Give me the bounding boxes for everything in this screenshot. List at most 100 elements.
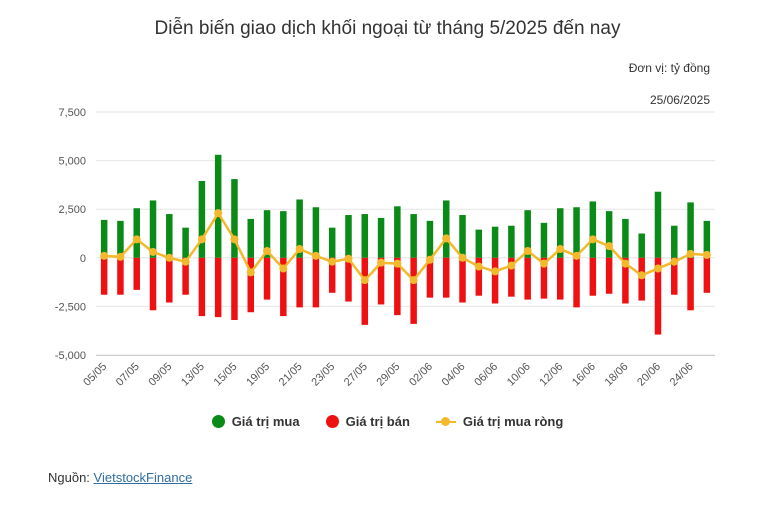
buy-bar xyxy=(296,199,303,258)
buy-bar xyxy=(410,214,417,258)
x-tick-label: 06/06 xyxy=(472,361,500,389)
net-point xyxy=(458,253,467,262)
sell-bar xyxy=(442,257,450,298)
source-prefix: Nguồn: xyxy=(48,470,94,485)
net-point xyxy=(507,261,516,270)
buy-bar xyxy=(312,207,320,258)
sell-bar xyxy=(622,257,629,304)
x-tick-label: 19/05 xyxy=(244,361,272,389)
net-point xyxy=(556,245,565,254)
net-point xyxy=(295,245,304,254)
legend-sell-label: Giá trị bán xyxy=(345,414,410,429)
y-tick-label: 7,500 xyxy=(58,107,86,119)
y-axis-ticks: -5,000 -2,500 0 2,500 5,000 7,500 xyxy=(55,107,86,362)
buy-bar xyxy=(605,211,613,258)
sell-bar xyxy=(100,257,108,295)
net-point xyxy=(572,251,581,260)
buy-bar xyxy=(280,211,287,258)
sell-bar xyxy=(687,257,694,311)
grid-lines xyxy=(96,111,715,356)
x-tick-label: 13/05 xyxy=(179,361,207,389)
net-point xyxy=(621,259,630,268)
net-point xyxy=(132,235,141,244)
sell-bar xyxy=(280,257,287,317)
sell-bar xyxy=(312,257,320,308)
sell-bar xyxy=(557,257,564,300)
buy-bar xyxy=(442,200,450,258)
net-point xyxy=(279,264,288,273)
date-label: 25/06/2025 xyxy=(649,93,710,107)
sell-bar xyxy=(671,257,678,295)
sell-bar xyxy=(377,257,385,305)
buy-bar xyxy=(100,219,108,258)
net-point xyxy=(311,251,320,260)
x-tick-label: 07/05 xyxy=(114,361,142,389)
x-axis-ticks: 05/05 07/05 09/05 13/05 15/05 19/05 21/05 23/05… xyxy=(81,361,695,389)
buy-bar xyxy=(328,227,336,258)
net-point xyxy=(165,253,174,262)
net-point xyxy=(246,268,255,277)
buy-bar xyxy=(524,210,531,258)
buy-bar xyxy=(345,215,352,258)
buy-bar xyxy=(557,208,564,258)
buy-bar xyxy=(117,220,124,258)
sell-bar xyxy=(345,257,352,302)
buy-bar xyxy=(540,222,548,258)
x-tick-label: 20/06 xyxy=(635,361,663,389)
buy-bar xyxy=(182,227,189,258)
legend-item-net[interactable]: Giá trị mua ròng xyxy=(435,414,564,429)
x-tick-label: 04/06 xyxy=(440,361,468,389)
sell-bar xyxy=(524,257,531,300)
sell-bar xyxy=(182,257,189,295)
x-tick-label: 29/05 xyxy=(375,361,403,389)
x-tick-label: 10/06 xyxy=(505,361,533,389)
sell-bar xyxy=(231,257,238,321)
sell-bar xyxy=(328,257,336,293)
sell-bar xyxy=(654,257,662,335)
sell-bar xyxy=(703,257,711,293)
buy-bar xyxy=(166,214,173,258)
x-tick-label: 18/06 xyxy=(603,361,631,389)
legend-item-sell[interactable]: Giá trị bán xyxy=(325,414,410,429)
y-tick-label: -5,000 xyxy=(55,350,86,362)
legend-item-buy[interactable]: Giá trị mua xyxy=(211,414,300,429)
sell-bar xyxy=(361,257,369,325)
buy-bar xyxy=(703,220,711,258)
sell-bar xyxy=(296,257,303,308)
buy-bar xyxy=(361,214,369,258)
x-tick-label: 16/06 xyxy=(570,361,598,389)
net-point xyxy=(702,250,711,259)
sell-bar xyxy=(589,257,597,296)
buy-bar xyxy=(459,215,466,258)
net-point xyxy=(360,276,369,285)
legend-buy-marker xyxy=(211,415,225,428)
net-point xyxy=(588,235,597,244)
sell-bar xyxy=(394,257,401,316)
buy-bar xyxy=(426,220,434,258)
buy-bar xyxy=(133,208,140,258)
net-point xyxy=(491,267,500,276)
x-tick-label: 05/05 xyxy=(81,361,109,389)
sell-bar xyxy=(410,257,417,324)
legend-net-label: Giá trị mua ròng xyxy=(462,414,564,429)
buy-bar xyxy=(638,233,645,258)
net-point xyxy=(653,264,662,273)
buy-bar xyxy=(622,218,629,258)
net-point xyxy=(670,257,679,266)
sell-bar xyxy=(149,257,157,311)
sell-bar xyxy=(475,257,483,296)
source-link[interactable]: VietstockFinance xyxy=(93,470,193,485)
legend-net-marker xyxy=(435,415,456,428)
y-tick-label: 0 xyxy=(80,253,86,265)
net-point xyxy=(230,235,239,244)
net-point xyxy=(181,257,190,266)
buy-bar xyxy=(491,226,499,258)
unit-label: Đơn vị: tỷ đồng xyxy=(628,61,710,75)
net-line-series xyxy=(100,209,711,285)
buy-bar xyxy=(508,225,515,258)
y-tick-label: 5,000 xyxy=(58,156,86,168)
sell-bar xyxy=(491,257,499,304)
legend-buy-label: Giá trị mua xyxy=(231,414,300,429)
x-tick-label: 15/05 xyxy=(212,361,240,389)
buy-bar xyxy=(214,154,222,258)
